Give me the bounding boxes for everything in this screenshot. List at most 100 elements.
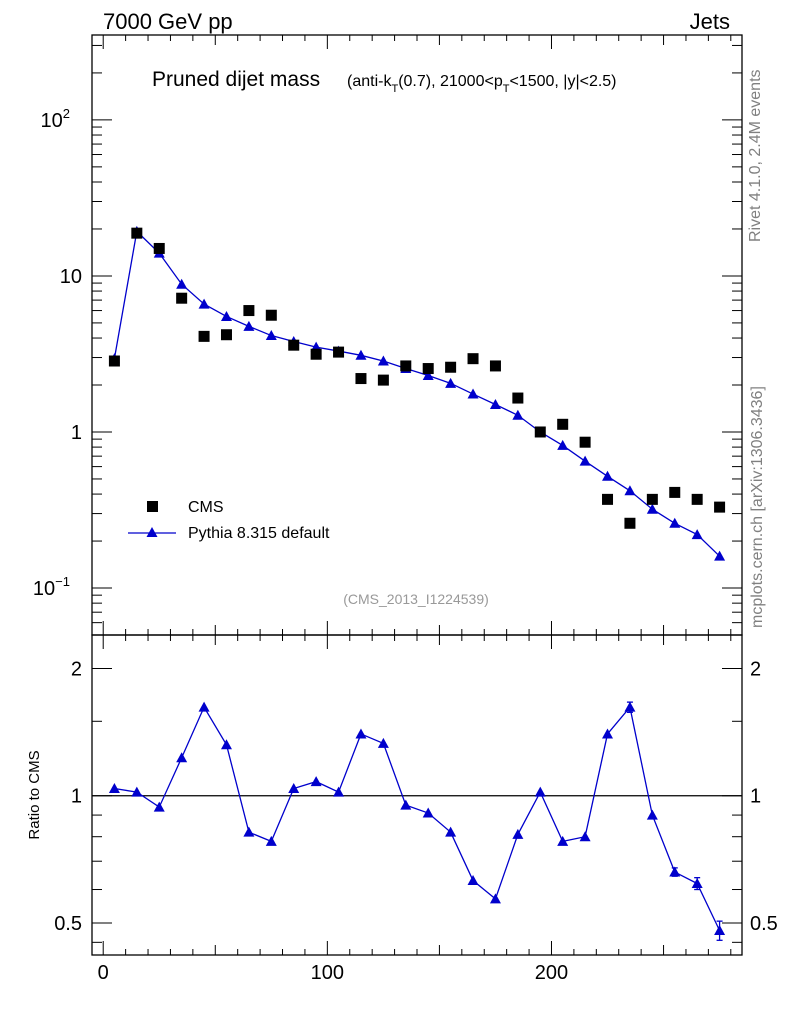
ratio-marker	[489, 893, 501, 904]
x-tick-label: 100	[311, 962, 344, 984]
pythia-line	[113, 230, 721, 557]
ratio-marker	[288, 783, 300, 794]
ratio-y-tick-label-right: 2	[750, 658, 761, 680]
cms-marker	[220, 329, 232, 341]
cms-marker	[265, 309, 277, 321]
cms-marker	[467, 353, 479, 365]
cms-marker	[333, 346, 345, 358]
cms-marker	[153, 242, 165, 254]
rivet-version-label: Rivet 4.1.0, 2.4M events	[747, 69, 764, 242]
cms-marker	[243, 305, 255, 317]
ratio-marker	[377, 737, 389, 748]
pythia-marker	[624, 485, 636, 496]
ratio-marker	[422, 807, 434, 818]
pythia-marker	[602, 470, 614, 481]
x-tick-label: 0	[98, 962, 109, 984]
main-y-tick-label: 102	[41, 106, 70, 132]
cms-marker	[422, 363, 434, 375]
ratio-y-tick-label: 2	[71, 658, 82, 680]
ratio-marker	[512, 828, 524, 839]
ratio-marker	[669, 866, 681, 877]
cms-marker	[489, 360, 501, 372]
ratio-marker	[310, 776, 322, 787]
main-axis-ticks	[92, 35, 742, 636]
ratio-tick-labels: 0.5 0.5 1 1 2 2 0 100 200	[54, 658, 778, 984]
main-series-layer	[108, 225, 726, 561]
analysis-id-label: (CMS_2013_I1224539)	[343, 591, 489, 607]
ratio-marker	[400, 799, 412, 810]
pythia-marker	[467, 388, 479, 399]
cms-marker	[691, 493, 703, 505]
ratio-marker	[153, 801, 165, 812]
plot-title-main: Pruned dijet mass	[152, 68, 320, 91]
cms-marker	[534, 426, 546, 438]
ratio-y-tick-label: 0.5	[54, 913, 82, 935]
pythia-marker	[714, 550, 726, 561]
pythia-marker	[355, 349, 367, 360]
ratio-marker	[534, 786, 546, 797]
cms-marker	[602, 493, 614, 505]
cms-marker	[310, 348, 322, 360]
ratio-marker	[176, 752, 188, 763]
ratio-marker	[108, 783, 120, 794]
legend-pythia-marker	[146, 527, 158, 537]
pythia-marker	[646, 503, 658, 514]
cms-marker	[108, 355, 120, 367]
pythia-marker	[669, 517, 681, 528]
cms-marker	[624, 517, 636, 529]
cms-marker	[288, 339, 300, 351]
ratio-marker	[714, 924, 726, 935]
ratio-marker	[243, 826, 255, 837]
pythia-marker	[265, 330, 277, 341]
pythia-marker	[377, 355, 389, 366]
legend-cms-label: CMS	[188, 499, 224, 516]
ratio-series-layer	[92, 701, 742, 941]
ratio-marker	[445, 826, 457, 837]
main-y-tick-label: 10	[60, 266, 82, 288]
legend: CMS Pythia 8.315 default	[128, 499, 330, 542]
pythia-marker	[512, 409, 524, 420]
pythia-marker	[422, 370, 434, 381]
ratio-marker	[265, 835, 277, 846]
pythia-marker	[691, 529, 703, 540]
pythia-marker	[243, 320, 255, 331]
legend-cms-marker	[147, 501, 158, 512]
plot-subtitle: (anti-kT(0.7), 21000<pT<1500, |y|<2.5)	[347, 73, 617, 95]
mcplots-reference-label: mcplots.cern.ch [arXiv:1306.3436]	[749, 386, 766, 628]
cms-marker	[377, 374, 389, 386]
ratio-y-axis-label: Ratio to CMS	[26, 750, 43, 839]
cms-marker	[400, 360, 412, 372]
pythia-marker	[198, 298, 210, 309]
ratio-y-tick-label: 1	[71, 786, 82, 808]
cms-marker	[512, 392, 524, 404]
cms-marker	[445, 361, 457, 373]
ratio-marker	[355, 728, 367, 739]
cms-marker	[646, 493, 658, 505]
pythia-marker	[220, 310, 232, 321]
cms-marker	[131, 227, 143, 239]
plot-title: Pruned dijet mass	[152, 68, 320, 91]
pythia-marker	[176, 278, 188, 289]
pythia-marker	[557, 439, 569, 450]
energy-label: 7000 GeV pp	[103, 9, 233, 34]
cms-marker	[669, 486, 681, 498]
ratio-marker	[467, 875, 479, 886]
cms-marker	[355, 373, 367, 385]
ratio-marker	[579, 831, 591, 842]
ratio-marker	[198, 701, 210, 712]
x-tick-label: 200	[535, 962, 568, 984]
ratio-marker	[646, 809, 658, 820]
category-label: Jets	[690, 9, 730, 34]
cms-marker	[714, 501, 726, 513]
main-y-tick-labels: 10−1 1 10 102	[33, 106, 82, 600]
ratio-marker	[131, 786, 143, 797]
ratio-y-tick-label-right: 0.5	[750, 913, 778, 935]
ratio-marker	[557, 835, 569, 846]
main-y-tick-label: 1	[71, 422, 82, 444]
pythia-marker	[445, 377, 457, 388]
ratio-y-tick-label-right: 1	[750, 786, 761, 808]
ratio-marker	[624, 701, 636, 712]
cms-marker	[198, 330, 210, 342]
ratio-panel-frame	[91, 634, 743, 956]
